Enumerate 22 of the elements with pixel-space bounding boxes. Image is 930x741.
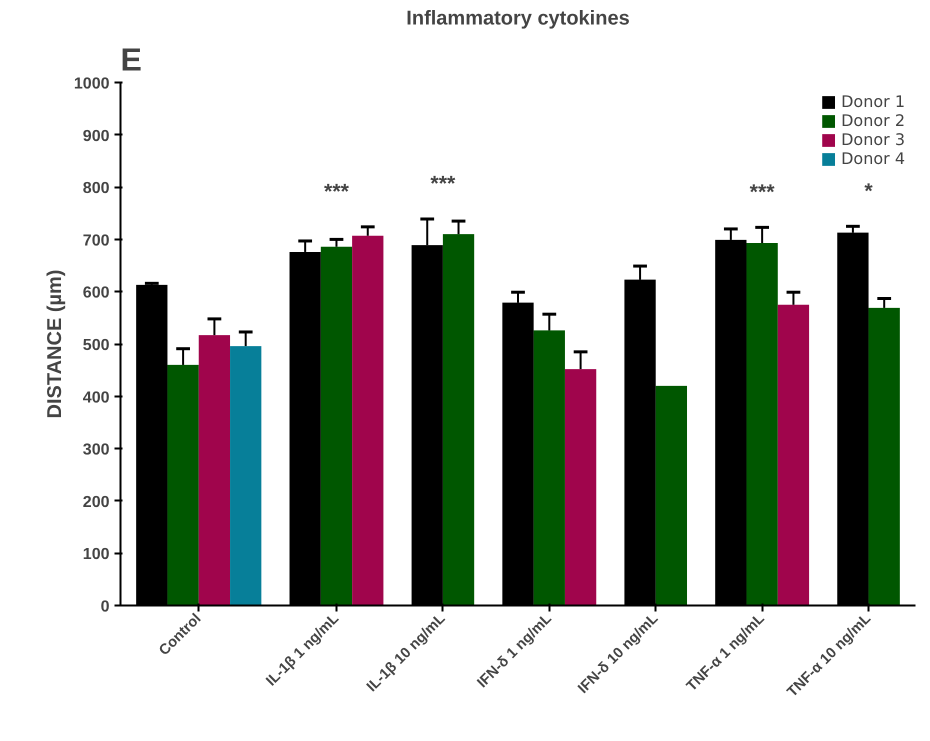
annotation: *** (750, 180, 776, 204)
y-tick-label: 1000 (74, 76, 110, 92)
y-axis-title: DISTANCE (µm) (44, 270, 66, 418)
y-tick-label: 700 (82, 232, 110, 250)
y-tick-label: 800 (82, 180, 110, 198)
y-tick-label: 100 (82, 546, 110, 564)
annotation: *** (430, 171, 456, 196)
y-tick-label: 400 (82, 389, 110, 406)
legend-label: Donor 4 (841, 149, 905, 168)
legend-label: Donor 2 (841, 111, 905, 130)
y-tick-label: 600 (82, 284, 110, 302)
y-tick-label: 200 (82, 494, 110, 511)
y-tick-label: 300 (82, 442, 110, 459)
annotation: * (864, 178, 874, 203)
legend-label: Donor 3 (841, 130, 905, 149)
y-tick-label: 900 (82, 128, 110, 145)
chart-title: Inflammatory cytokines (406, 8, 630, 30)
legend-label: Donor 1 (841, 92, 905, 111)
text: E (120, 42, 142, 78)
y-tick-label: 0 (100, 598, 110, 616)
y-tick-label: 500 (82, 337, 110, 354)
annotation: *** (324, 179, 350, 204)
